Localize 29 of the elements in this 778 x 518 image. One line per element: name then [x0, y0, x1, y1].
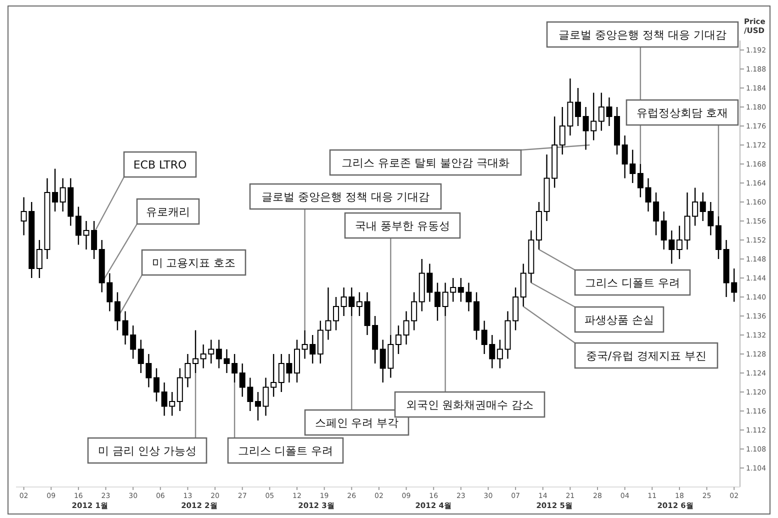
annotation: 유럽정상회담 호재: [636, 106, 728, 120]
annotation: 그리스 유로존 탈퇴 불안감 극대화: [342, 156, 510, 170]
candlestick: [574, 87, 581, 127]
annotation: 미 고용지표 호조: [152, 256, 236, 270]
candlestick: [333, 296, 340, 331]
candlestick: [653, 192, 660, 236]
annotation: 그리스 디폴트 우려: [238, 444, 333, 458]
annotation: 중국/유럽 경제지표 부진: [586, 349, 707, 362]
candlestick: [91, 220, 98, 260]
candlestick: [52, 168, 58, 212]
annotation: 미 금리 인상 가능성: [98, 444, 196, 458]
candlestick: [434, 282, 440, 322]
annotation: 유로캐리: [146, 205, 190, 218]
candlestick: [294, 339, 300, 384]
annotation: ECB LTRO: [133, 158, 187, 172]
annotation: 스페인 우려 부각: [314, 416, 399, 430]
candlestick: [372, 315, 378, 364]
candlestick: [676, 225, 682, 260]
candlestick: [395, 324, 402, 355]
annotation: 외국인 원화채권매수 감소: [406, 398, 534, 412]
candlestick: [254, 391, 261, 422]
annotation: 국내 풍부한 유동성: [355, 219, 450, 232]
annotation: 글로벌 중앙은행 정책 대응 기대감: [558, 28, 726, 42]
annotation: 글로벌 중앙은행 정책 대응 기대감: [262, 190, 430, 204]
candlestick: [512, 286, 519, 331]
annotation: 파생상품 손실: [584, 313, 654, 326]
candlestick: [153, 368, 160, 402]
candlestick: [114, 292, 120, 331]
annotation: 그리스 디폴트 우려: [585, 276, 680, 290]
